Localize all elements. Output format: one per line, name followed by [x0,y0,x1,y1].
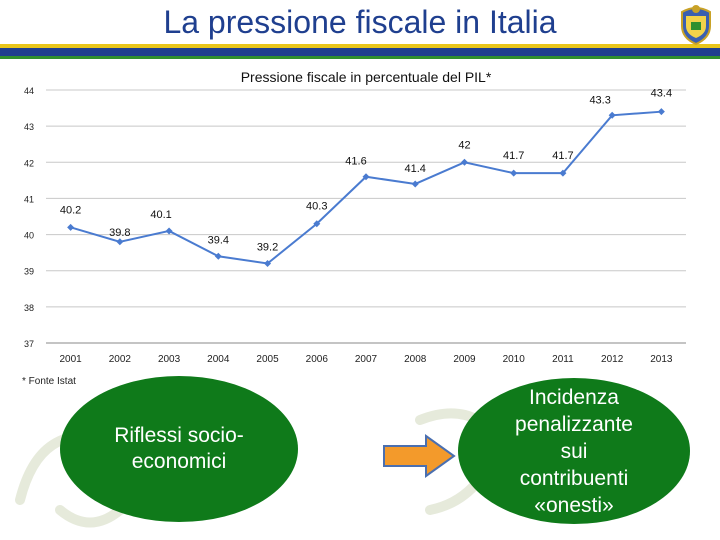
data-point [214,252,222,260]
data-point [116,238,124,246]
x-tick-label: 2009 [453,354,476,365]
x-tick-label: 2003 [158,354,181,365]
socio-economic-text: Riflessi socio-economici [114,424,244,473]
x-tick-label: 2012 [601,354,624,365]
crest-icon [681,5,711,46]
data-label: 41.7 [552,150,573,162]
data-label: 39.8 [109,227,130,239]
data-point [460,158,468,166]
data-label: 41.6 [345,156,366,168]
x-tick-label: 2002 [109,354,132,365]
data-point [608,111,616,119]
data-point [264,259,272,267]
right-arrow-icon [383,434,456,478]
x-tick-label: 2006 [306,354,329,365]
x-tick-label: 2010 [503,354,526,365]
socio-economic-bubble: Riflessi socio-economici [60,376,298,522]
data-label: 39.4 [208,234,229,246]
data-point [165,227,173,235]
chart-title: Pressione fiscale in percentuale del PIL… [241,69,492,85]
x-tick-label: 2008 [404,354,427,365]
data-point [67,223,75,231]
y-tick-label: 40 [24,231,34,241]
data-point [313,220,321,228]
x-tick-label: 2013 [650,354,673,365]
taxpayer-bubble: Incidenza penalizzante sui contribuenti … [458,378,690,524]
data-label: 41.4 [405,163,426,175]
data-label: 41.7 [503,150,524,162]
data-point [411,180,419,188]
data-label: 40.3 [306,201,327,213]
x-tick-label: 2004 [207,354,230,365]
x-tick-label: 2001 [59,354,82,365]
x-tick-label: 2005 [256,354,279,365]
data-label: 43.3 [589,94,610,106]
slide-title: La pressione fiscale in Italia [163,4,557,40]
data-label: 39.2 [257,241,278,253]
y-tick-label: 42 [24,158,34,168]
header-band-yellow [0,44,720,48]
data-point [559,169,567,177]
series-line [70,110,662,265]
data-points [67,108,665,267]
taxpayer-text: Incidenza penalizzante sui contribuenti … [515,385,633,517]
data-label: 42 [458,139,470,151]
data-point [657,108,665,116]
y-tick-label: 44 [24,86,34,96]
gridlines [46,89,686,344]
data-label: 43.4 [651,88,672,100]
x-tick-label: 2007 [355,354,378,365]
y-axis-ticks: 37 38 39 40 41 42 43 44 [24,86,34,349]
y-tick-label: 41 [24,194,34,204]
header-band-blue [0,48,720,56]
data-labels: 40.2 39.8 40.1 39.4 39.2 40.3 41.6 41.4 42 41.7 41… [60,88,672,254]
y-tick-label: 43 [24,122,34,132]
y-tick-label: 39 [24,267,34,277]
y-tick-label: 37 [24,339,34,349]
data-label: 40.1 [150,209,171,221]
data-point [510,169,518,177]
x-tick-label: 2011 [552,354,574,365]
header-band-green [0,56,720,59]
source-note: * Fonte Istat [22,376,76,387]
data-label: 40.2 [60,204,81,216]
data-point [362,173,370,181]
y-tick-label: 38 [24,303,34,313]
x-axis-ticks: 2001 2002 2003 2004 2005 2006 2007 2008 2009 2010… [59,354,672,365]
